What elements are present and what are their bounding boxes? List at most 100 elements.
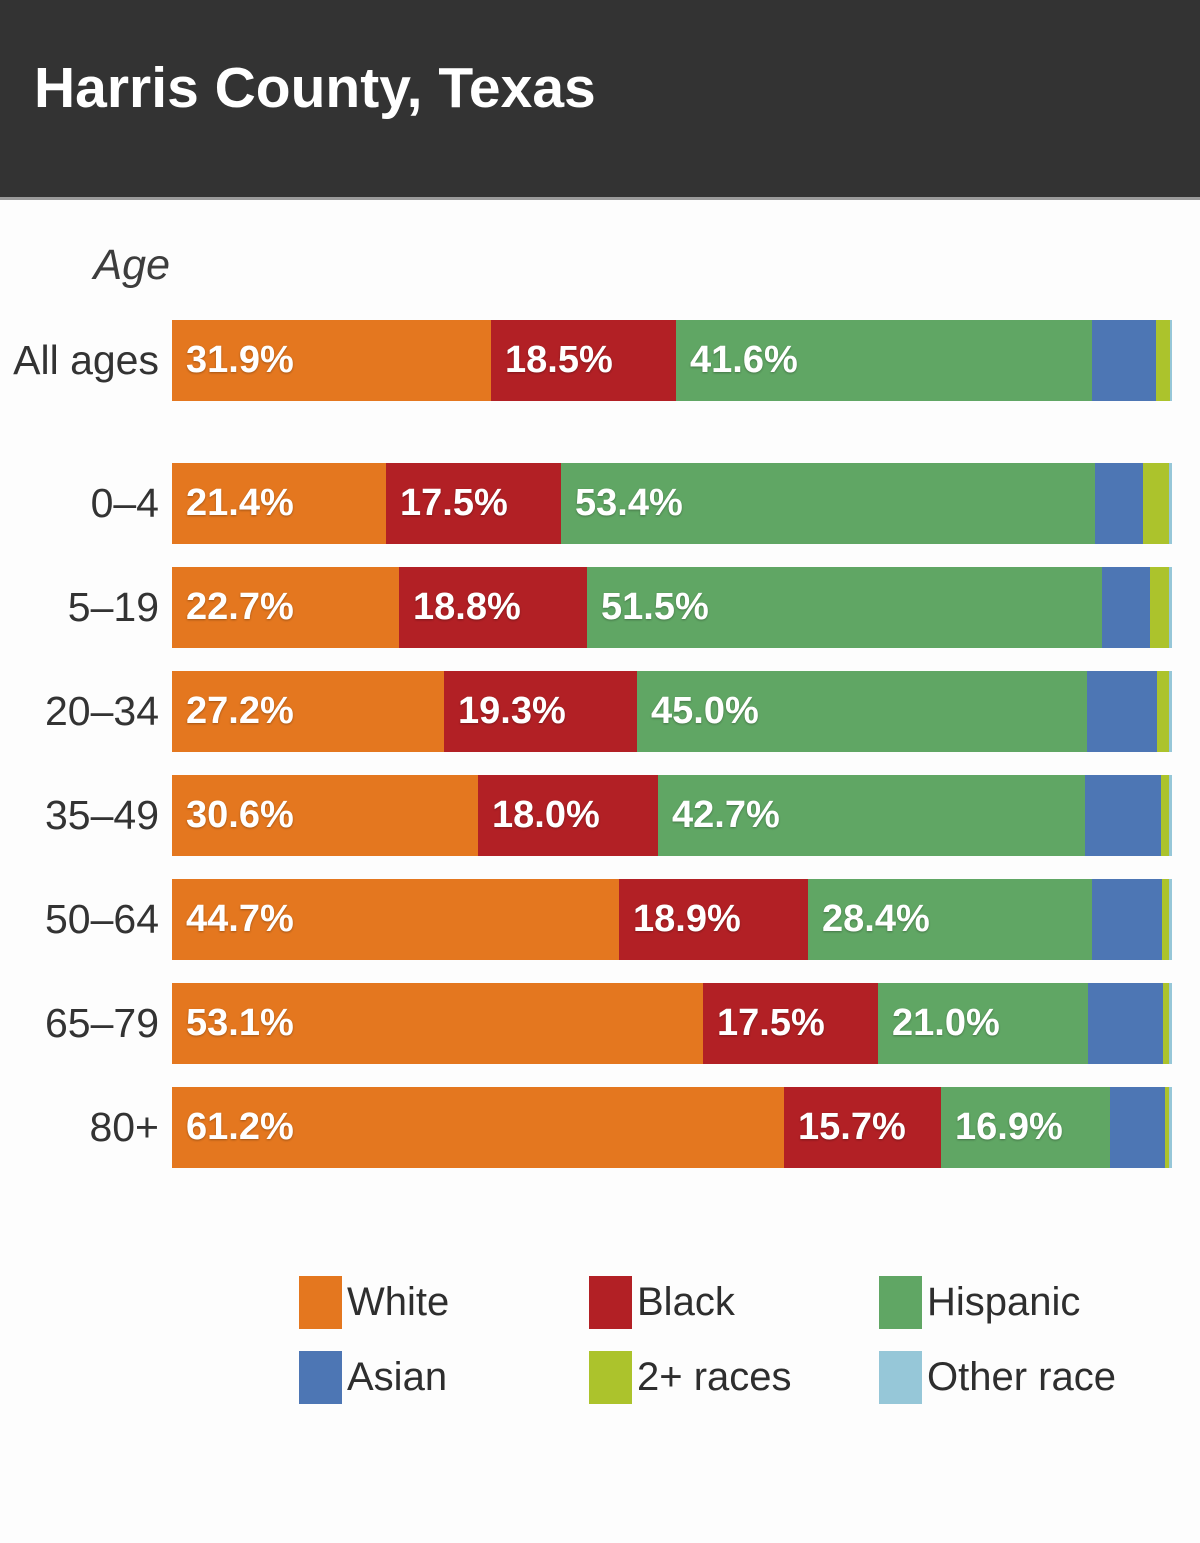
bar-value-label: 41.6% xyxy=(690,339,798,381)
bar-value-label: 30.6% xyxy=(186,794,294,836)
bar-segment-asian xyxy=(1092,320,1156,401)
legend-label-hispanic: Hispanic xyxy=(927,1280,1081,1324)
bar-value-label: 31.9% xyxy=(186,339,294,381)
header-bar: Harris County, Texas xyxy=(0,0,1200,200)
bar-segment-other-race xyxy=(1169,983,1172,1064)
bar-value-label: 18.0% xyxy=(492,794,600,836)
bar-segment-2-races xyxy=(1163,983,1169,1064)
bar-segment-asian xyxy=(1102,567,1150,648)
bar-value-label: 42.7% xyxy=(672,794,780,836)
stacked-bar: 53.1% 17.5% 21.0% xyxy=(172,983,1172,1064)
bar-segment-black: 18.5% xyxy=(491,320,676,401)
bar-value-label: 18.5% xyxy=(505,339,613,381)
bar-row: 80+ 61.2% 15.7% 16.9% xyxy=(0,1087,1172,1168)
bar-value-label: 22.7% xyxy=(186,586,294,628)
bar-segment-asian xyxy=(1087,671,1157,752)
bar-segment-asian xyxy=(1095,463,1143,544)
bar-segment-asian xyxy=(1092,879,1162,960)
bar-value-label: 17.5% xyxy=(400,482,508,524)
bar-value-label: 45.0% xyxy=(651,690,759,732)
bar-segment-black: 17.5% xyxy=(386,463,561,544)
bar-row: 0–4 21.4% 17.5% 53.4% xyxy=(0,463,1172,544)
age-axis-label: Age xyxy=(93,241,170,289)
bar-segment-2-races xyxy=(1156,320,1170,401)
bar-segment-hispanic: 45.0% xyxy=(637,671,1087,752)
bar-value-label: 53.4% xyxy=(575,482,683,524)
bar-segment-black: 18.8% xyxy=(399,567,587,648)
legend-label-white: White xyxy=(347,1280,450,1324)
bar-value-label: 18.9% xyxy=(633,898,741,940)
bar-segment-hispanic: 21.0% xyxy=(878,983,1088,1064)
bar-segment-other-race xyxy=(1169,879,1172,960)
bar-value-label: 61.2% xyxy=(186,1106,294,1148)
legend-label-other-race: Other race xyxy=(927,1355,1116,1399)
bar-value-label: 18.8% xyxy=(413,586,521,628)
bar-value-label: 15.7% xyxy=(798,1106,906,1148)
bar-segment-hispanic: 16.9% xyxy=(941,1087,1110,1168)
stacked-bar: 30.6% 18.0% 42.7% xyxy=(172,775,1172,856)
bar-segment-hispanic: 28.4% xyxy=(808,879,1092,960)
bar-value-label: 21.4% xyxy=(186,482,294,524)
bar-row: All ages 31.9% 18.5% 41.6% xyxy=(0,320,1172,401)
legend-swatch-black xyxy=(589,1276,632,1329)
bar-row: 5–19 22.7% 18.8% 51.5% xyxy=(0,567,1172,648)
bar-value-label: 28.4% xyxy=(822,898,930,940)
bar-segment-2-races xyxy=(1161,775,1169,856)
bar-segment-other-race xyxy=(1169,1087,1172,1168)
bar-segment-other-race xyxy=(1169,567,1172,648)
bar-value-label: 53.1% xyxy=(186,1002,294,1044)
stacked-bar-chart: All ages 31.9% 18.5% 41.6% 0–4 21.4% 17.5% 53.4… xyxy=(0,320,1172,1168)
bar-segment-hispanic: 53.4% xyxy=(561,463,1095,544)
stacked-bar: 44.7% 18.9% 28.4% xyxy=(172,879,1172,960)
stacked-bar: 31.9% 18.5% 41.6% xyxy=(172,320,1172,401)
bar-segment-black: 17.5% xyxy=(703,983,878,1064)
bar-segment-2-races xyxy=(1157,671,1169,752)
bar-segment-asian xyxy=(1085,775,1161,856)
stacked-bar: 21.4% 17.5% 53.4% xyxy=(172,463,1172,544)
bar-value-label: 17.5% xyxy=(717,1002,825,1044)
bar-segment-hispanic: 41.6% xyxy=(676,320,1092,401)
age-group-label: 65–79 xyxy=(44,1000,159,1046)
bar-segment-white: 22.7% xyxy=(172,567,399,648)
bar-segment-black: 18.9% xyxy=(619,879,808,960)
bar-segment-asian xyxy=(1110,1087,1165,1168)
legend-item-other-race: Other race xyxy=(879,1351,1200,1404)
legend-item-hispanic: Hispanic xyxy=(879,1276,1200,1329)
bar-row: 65–79 53.1% 17.5% 21.0% xyxy=(0,983,1172,1064)
bar-value-label: 16.9% xyxy=(955,1106,1063,1148)
legend-swatch-other-race xyxy=(879,1351,922,1404)
bar-segment-2-races xyxy=(1143,463,1169,544)
age-group-label: 35–49 xyxy=(44,792,159,838)
age-group-label: 20–34 xyxy=(44,688,159,734)
age-group-label: 80+ xyxy=(89,1104,159,1150)
bar-segment-hispanic: 42.7% xyxy=(658,775,1085,856)
bar-segment-black: 15.7% xyxy=(784,1087,941,1168)
legend-label-asian: Asian xyxy=(347,1355,448,1399)
age-group-label: 0–4 xyxy=(90,480,159,526)
bar-segment-white: 31.9% xyxy=(172,320,491,401)
bar-segment-black: 18.0% xyxy=(478,775,658,856)
bar-value-label: 21.0% xyxy=(892,1002,1000,1044)
bar-segment-other-race xyxy=(1169,775,1172,856)
stacked-bar: 27.2% 19.3% 45.0% xyxy=(172,671,1172,752)
legend: White Black Hispanic Asian 2+ races Other rac… xyxy=(299,1276,1200,1404)
bar-segment-asian xyxy=(1088,983,1163,1064)
legend-label-2-races: 2+ races xyxy=(637,1355,792,1399)
bar-segment-2-races xyxy=(1165,1087,1169,1168)
legend-item-2-races: 2+ races xyxy=(589,1351,879,1404)
bar-value-label: 44.7% xyxy=(186,898,294,940)
bar-segment-white: 61.2% xyxy=(172,1087,784,1168)
bar-value-label: 19.3% xyxy=(458,690,566,732)
bar-value-label: 27.2% xyxy=(186,690,294,732)
legend-swatch-2-races xyxy=(589,1351,632,1404)
bar-segment-black: 19.3% xyxy=(444,671,637,752)
legend-item-black: Black xyxy=(589,1276,879,1329)
bar-segment-hispanic: 51.5% xyxy=(587,567,1102,648)
bar-segment-white: 27.2% xyxy=(172,671,444,752)
bar-segment-white: 53.1% xyxy=(172,983,703,1064)
bar-segment-2-races xyxy=(1150,567,1169,648)
bar-segment-white: 44.7% xyxy=(172,879,619,960)
legend-swatch-white xyxy=(299,1276,342,1329)
stacked-bar: 61.2% 15.7% 16.9% xyxy=(172,1087,1172,1168)
age-group-label: 5–19 xyxy=(67,584,159,630)
